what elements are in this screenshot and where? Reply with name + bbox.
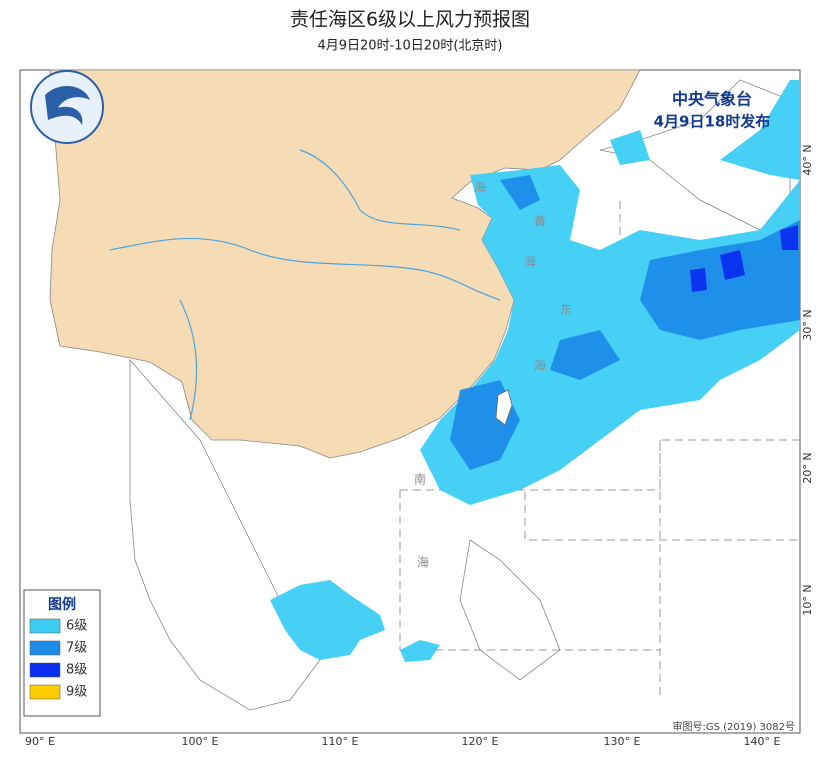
wind-area (610, 130, 650, 165)
latitude-label: 40° N (801, 144, 814, 175)
wind-area (550, 330, 620, 380)
land-outline (459, 539, 561, 681)
longitude-label: 140° E (744, 735, 781, 748)
legend-label: 8级 (66, 663, 87, 678)
map-frame: 中央气象台 4月9日18时发布 审图号:GS (2019) 3082号 (19, 69, 801, 734)
river (299, 149, 461, 231)
wind-area (720, 80, 800, 180)
legend-swatch (29, 640, 61, 656)
logo (30, 70, 104, 144)
legend-label: 7级 (66, 641, 87, 656)
island (495, 389, 513, 426)
approval-number: 审图号:GS (2019) 3082号 (672, 720, 795, 733)
sea-label: 海 (524, 254, 536, 269)
longitude-label: 90° E (25, 735, 55, 748)
sea-label: 海 (534, 358, 546, 373)
legend: 图例 6级 7级 8级 9级 (23, 589, 101, 717)
wind-area (500, 175, 540, 210)
zone-boundary (400, 439, 800, 491)
longitude-label: 130° E (604, 735, 641, 748)
issuer-time: 4月9日18时发布 (654, 113, 771, 131)
latitude-label: 20° N (801, 452, 814, 483)
legend-swatch (29, 684, 61, 700)
wind-area (690, 268, 707, 292)
sea-label: 南 (414, 472, 426, 487)
latitude-label: 30° N (801, 309, 814, 340)
sea-label: 海 (417, 555, 429, 570)
wind-area (640, 220, 800, 340)
title: 责任海区6级以上风力预报图 (290, 9, 530, 31)
longitude-label: 100° E (182, 735, 219, 748)
longitude-label: 120° E (462, 735, 499, 748)
sea-label: 黄 (534, 215, 546, 229)
sea-label: 海 (474, 180, 486, 195)
subtitle: 4月9日20时-10日20时(北京时) (317, 39, 502, 54)
legend-title: 图例 (48, 596, 76, 613)
legend-swatch (29, 662, 61, 678)
legend-swatch (29, 618, 61, 634)
legend-label: 6级 (66, 619, 87, 634)
wind-area (720, 250, 745, 280)
river (109, 237, 501, 301)
wind-area (780, 225, 798, 250)
legend-label: 9级 (66, 685, 87, 700)
river (179, 299, 198, 421)
longitude-label: 110° E (322, 735, 359, 748)
sea-label: 东 (560, 303, 572, 317)
land-outline (129, 358, 321, 711)
issuer-name: 中央气象台 (672, 90, 752, 109)
wind-area (270, 580, 385, 660)
wind-area (400, 640, 440, 662)
latitude-label: 10° N (801, 584, 814, 615)
